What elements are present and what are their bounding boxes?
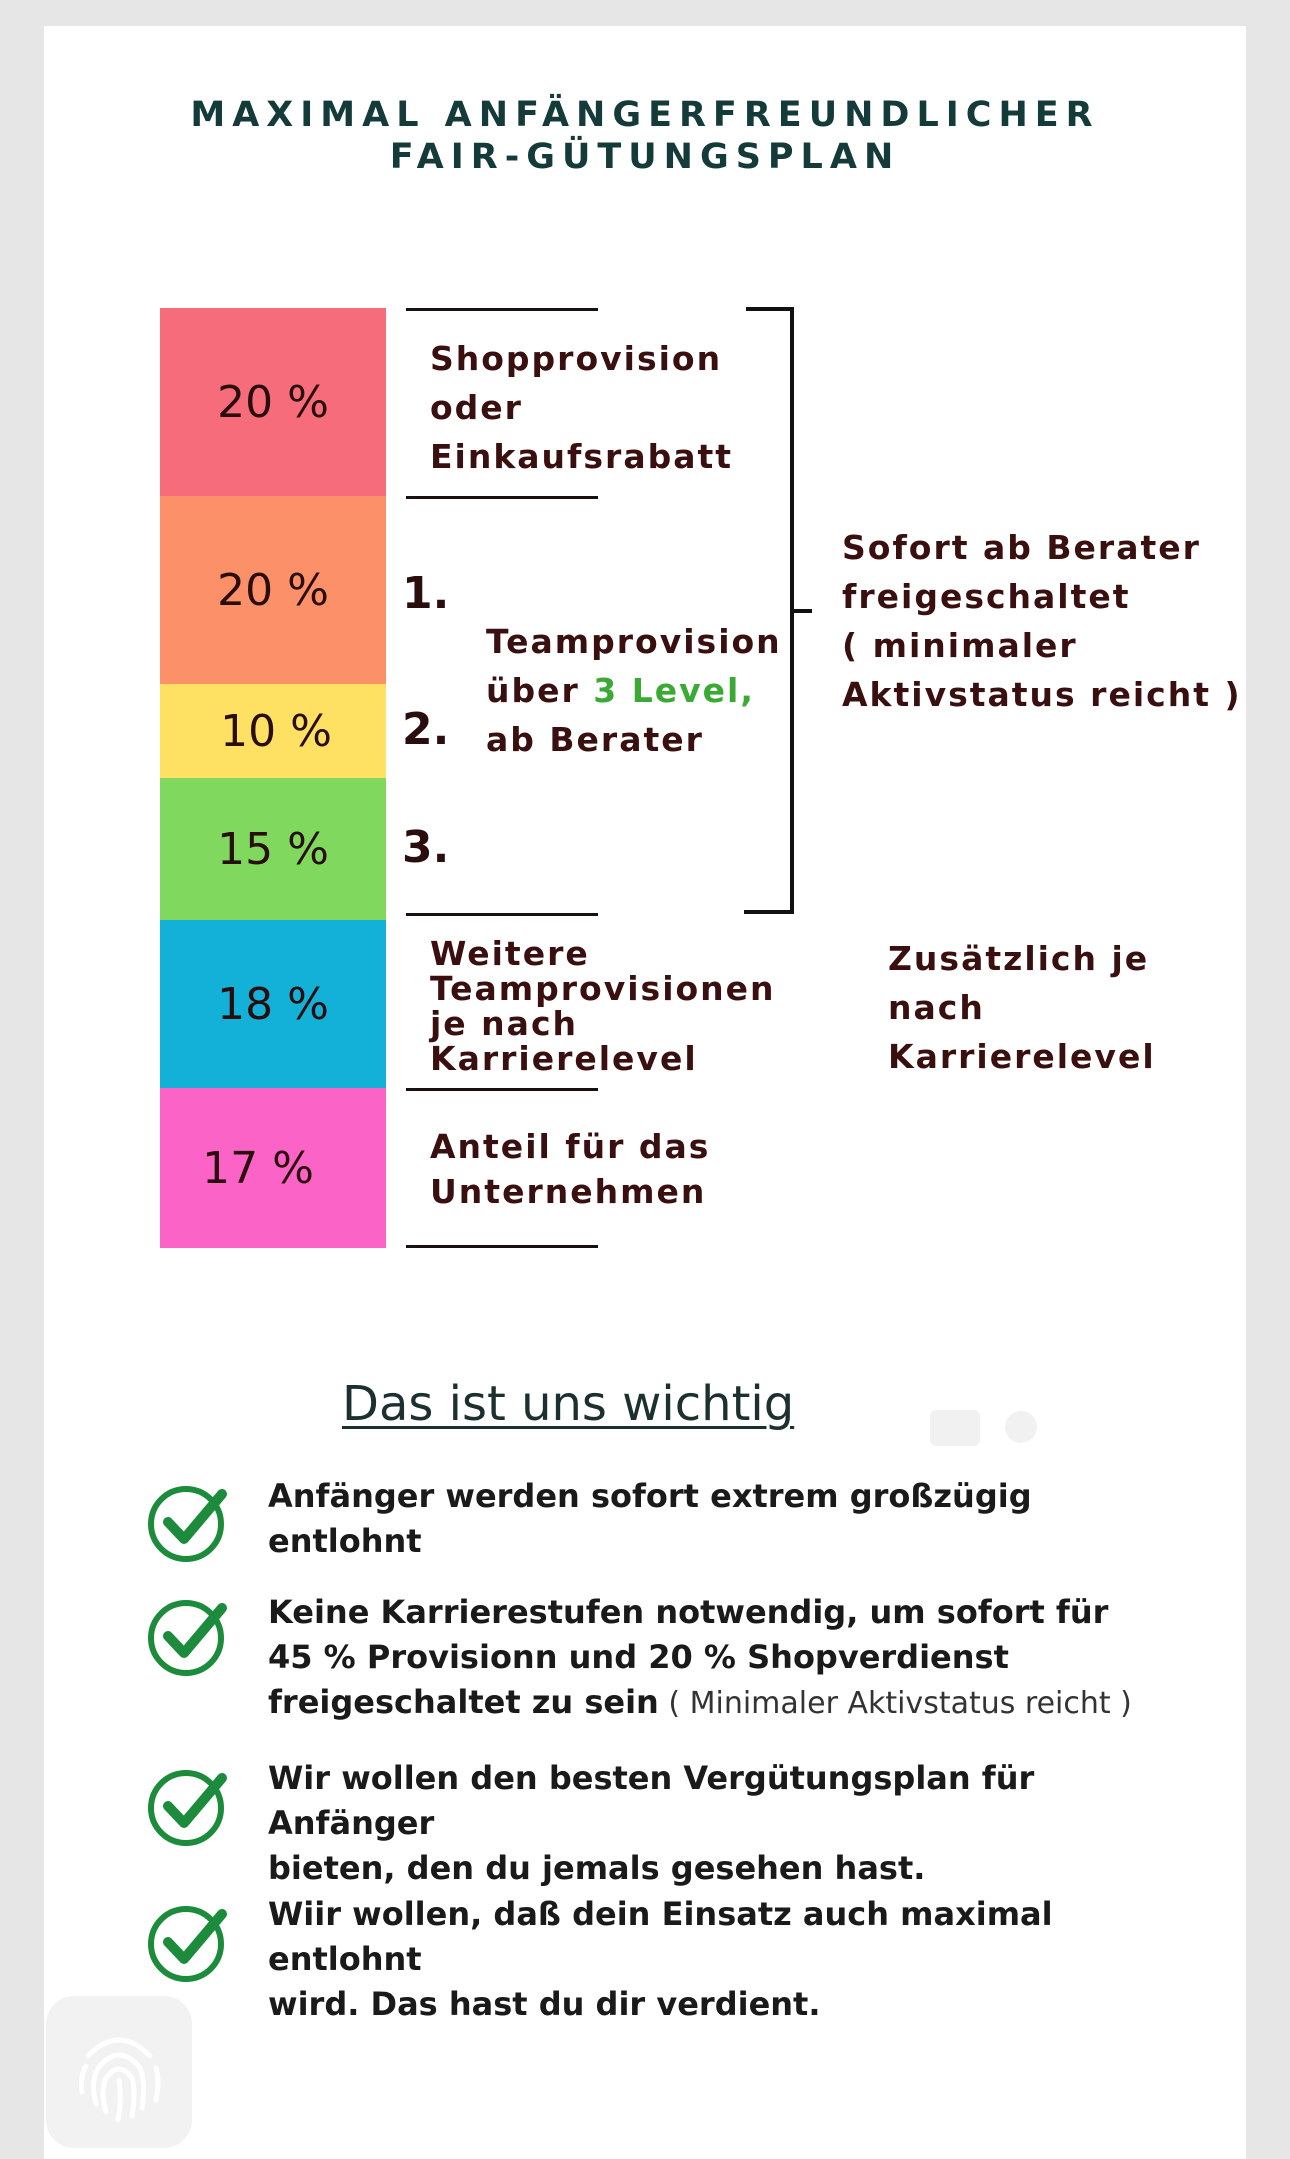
bracket [790,609,812,613]
bracket [746,307,794,311]
career-label: Weitere Teamprovisionen je nach Karriere… [430,934,776,1078]
level-number-1: 1. [402,568,450,619]
check-circle-icon [148,1600,227,1676]
segment-level-2: 10 % [160,684,386,778]
segment-level-3: 15 % [160,778,386,920]
bracket [744,910,794,914]
fingerprint-button[interactable] [46,1996,192,2148]
title-line-1: MAXIMAL ANFÄNGERFREUNDLICHER [190,95,1100,135]
divider-line [406,308,598,311]
shop-label: Shopprovision oder Einkaufsrabatt [430,339,734,476]
divider-line [406,1088,598,1091]
section-heading: Das ist uns wichtig [342,1376,795,1432]
check-circle-icon [148,1906,227,1982]
divider-line [406,1245,598,1248]
point-1-text: Anfänger werden sofort extrem großzügig … [268,1477,1032,1560]
segment-company: 17 % [160,1088,386,1248]
career-note: Zusätzlich je nach Karrierelevel [888,939,1156,1076]
divider-line [406,913,598,916]
point-3-text: Wir wollen den besten Vergütungsplan für… [268,1759,1035,1887]
fingerprint-icon [79,2037,161,2123]
check-circle-icon [148,1486,227,1562]
point-4-text: Wiir wollen, daß dein Einsatz auch maxim… [268,1895,1053,2023]
team-label: Teamprovision über 3 Level, ab Berater [486,622,782,759]
segment-career: 18 % [160,920,386,1088]
divider-line [406,496,598,499]
title-line-2: FAIR-GÜTUNGSPLAN [389,137,901,177]
segment-shop: 20 % [160,308,386,496]
level-number-2: 2. [402,704,450,755]
segment-level-1: 20 % [160,496,386,684]
level-number-3: 3. [402,822,450,873]
company-label: Anteil für das Unternehmen [430,1127,711,1211]
point-2-text: Keine Karrierestufen notwendig, um sofor… [268,1593,1132,1721]
ghost-mark [930,1410,1037,1446]
check-circle-icon [148,1770,227,1846]
unlock-note: Sofort ab Berater freigeschaltet ( minim… [842,528,1242,714]
